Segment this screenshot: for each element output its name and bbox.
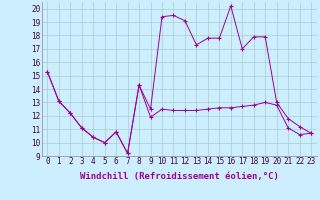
X-axis label: Windchill (Refroidissement éolien,°C): Windchill (Refroidissement éolien,°C) [80,172,279,181]
